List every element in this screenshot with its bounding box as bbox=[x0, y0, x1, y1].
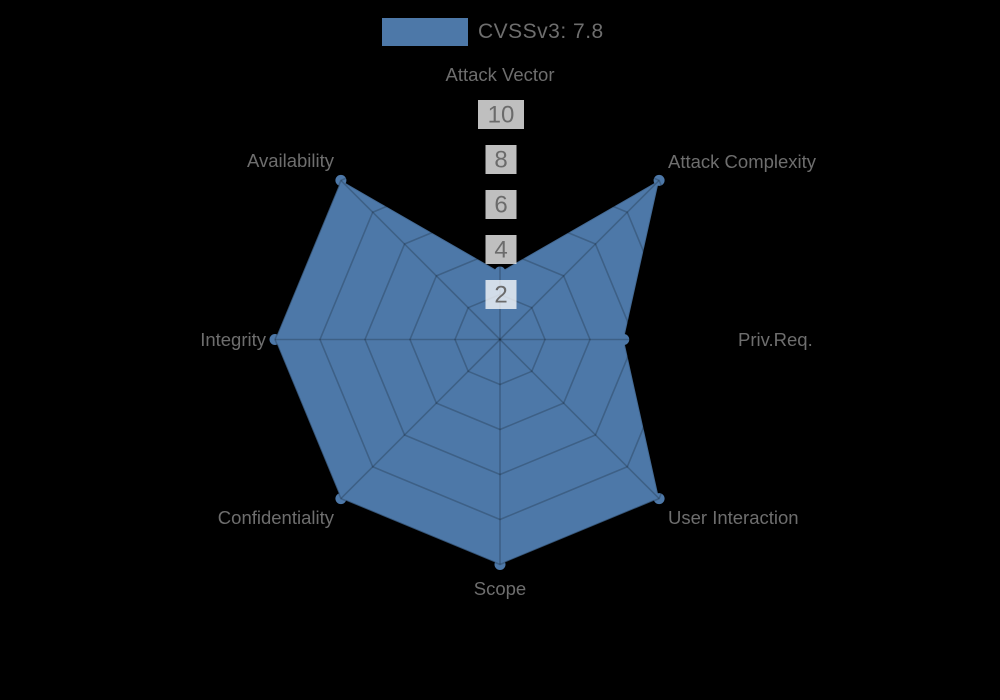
grid-ring bbox=[364, 203, 636, 476]
data-point bbox=[653, 174, 665, 186]
radial-tick-label: 8 bbox=[494, 147, 507, 174]
axis-label-attack-vector: Attack Vector bbox=[446, 64, 555, 85]
radial-tick-label: 6 bbox=[494, 192, 507, 219]
radial-tick-backdrop bbox=[485, 145, 517, 174]
data-point bbox=[494, 266, 506, 278]
legend-label[interactable]: CVSSv3: 7.8 bbox=[478, 20, 604, 43]
radial-tick-label: 2 bbox=[494, 282, 507, 309]
axis-label-user-interaction: User Interaction bbox=[668, 507, 799, 528]
grid-ring bbox=[409, 248, 591, 431]
radial-tick-backdrop bbox=[485, 280, 517, 309]
legend[interactable]: CVSSv3: 7.8 bbox=[382, 18, 604, 46]
radial-tick-backdrop bbox=[478, 100, 524, 129]
axis-spoke bbox=[340, 179, 501, 341]
radial-tick-backdrop bbox=[485, 235, 517, 264]
data-point bbox=[494, 559, 506, 570]
data-point bbox=[653, 493, 665, 505]
legend-swatch[interactable] bbox=[382, 18, 468, 46]
axis-spoke bbox=[499, 179, 660, 341]
axis-label-confidentiality: Confidentiality bbox=[218, 507, 335, 528]
data-point bbox=[335, 174, 347, 186]
grid-ring bbox=[319, 158, 681, 521]
data-point bbox=[335, 493, 347, 505]
data-point bbox=[618, 334, 630, 345]
axis-spoke bbox=[499, 338, 660, 500]
axis-label-availability: Availability bbox=[247, 150, 335, 171]
axis-spoke bbox=[340, 338, 501, 500]
radial-tick-label: 10 bbox=[488, 102, 515, 129]
axis-label-attack-complexity: Attack Complexity bbox=[668, 151, 817, 172]
radial-tick-label: 4 bbox=[494, 237, 507, 264]
axis-label-priv-req: Priv.Req. bbox=[738, 329, 813, 350]
data-point bbox=[269, 334, 281, 345]
grid-ring bbox=[454, 293, 546, 386]
axis-label-integrity: Integrity bbox=[200, 329, 267, 350]
grid-ring bbox=[274, 113, 726, 566]
axis-label-scope: Scope bbox=[474, 578, 526, 599]
radial-tick-backdrop bbox=[485, 190, 517, 219]
